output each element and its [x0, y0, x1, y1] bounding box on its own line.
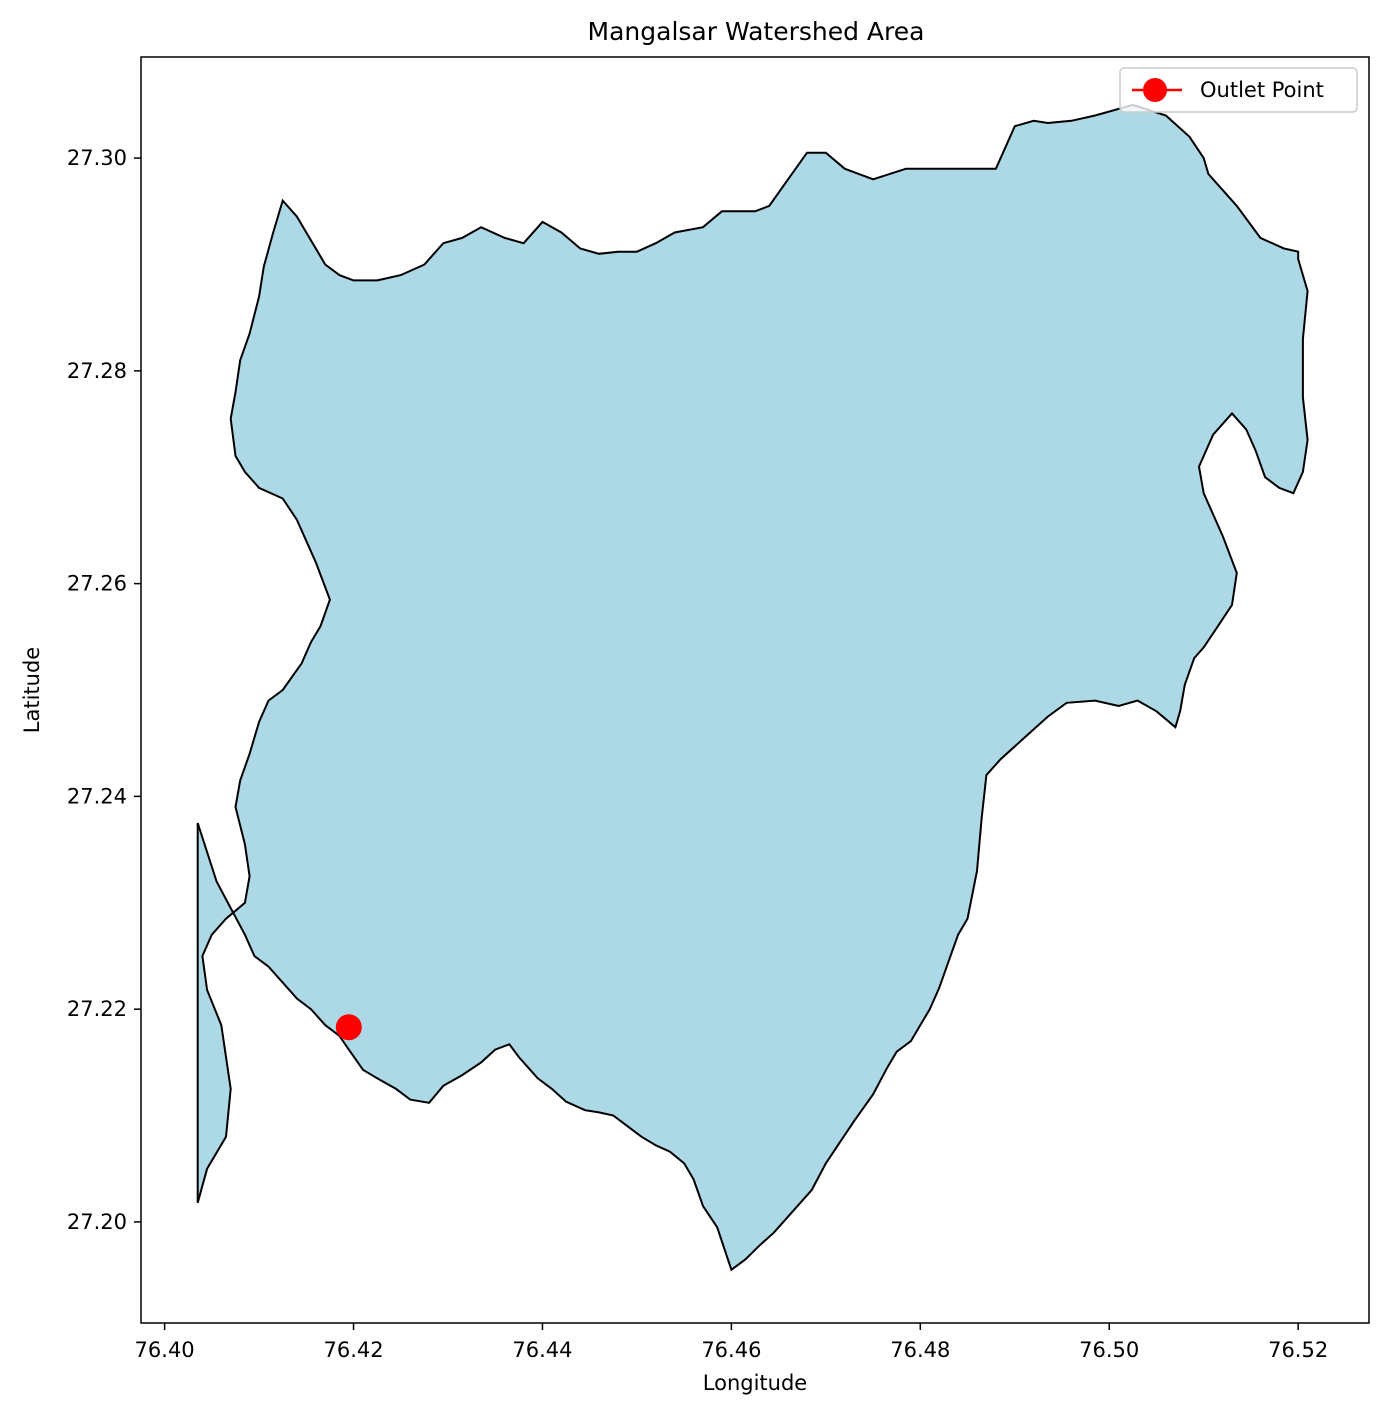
legend-box: [1119, 67, 1358, 113]
x-tick-label: 76.40: [135, 1338, 195, 1362]
axes-frame: [140, 56, 1370, 1324]
y-axis: 27.20 27.22 27.24 27.26 27.28 27.30: [67, 146, 141, 1234]
x-tick-label: 76.52: [1268, 1338, 1328, 1362]
outlet-point-marker: [335, 1014, 362, 1041]
x-tick-label: 76.48: [890, 1338, 950, 1362]
y-tick-label: 27.28: [67, 359, 127, 383]
x-tick-label: 76.42: [323, 1338, 383, 1362]
y-tick-label: 27.30: [67, 146, 127, 170]
legend: Outlet Point: [1119, 67, 1358, 113]
y-tick-label: 27.20: [67, 1210, 127, 1234]
x-axis: 76.40 76.42 76.44 76.46 76.48 76.50 76.52: [135, 1323, 1328, 1362]
x-axis-label: Longitude: [703, 1371, 807, 1395]
y-tick-label: 27.26: [67, 572, 127, 596]
watershed-polygon: [196, 103, 1309, 1272]
x-tick-label: 76.46: [701, 1338, 761, 1362]
y-tick-label: 27.24: [67, 784, 127, 808]
plot-area: [196, 103, 1309, 1272]
y-axis-label: Latitude: [20, 647, 44, 733]
legend-label-outlet-point: Outlet Point: [1200, 78, 1324, 102]
x-tick-label: 76.44: [512, 1338, 572, 1362]
chart-title: Mangalsar Watershed Area: [588, 17, 925, 46]
y-tick-label: 27.22: [67, 997, 127, 1021]
x-tick-label: 76.50: [1079, 1338, 1139, 1362]
legend-marker: [1143, 78, 1167, 102]
